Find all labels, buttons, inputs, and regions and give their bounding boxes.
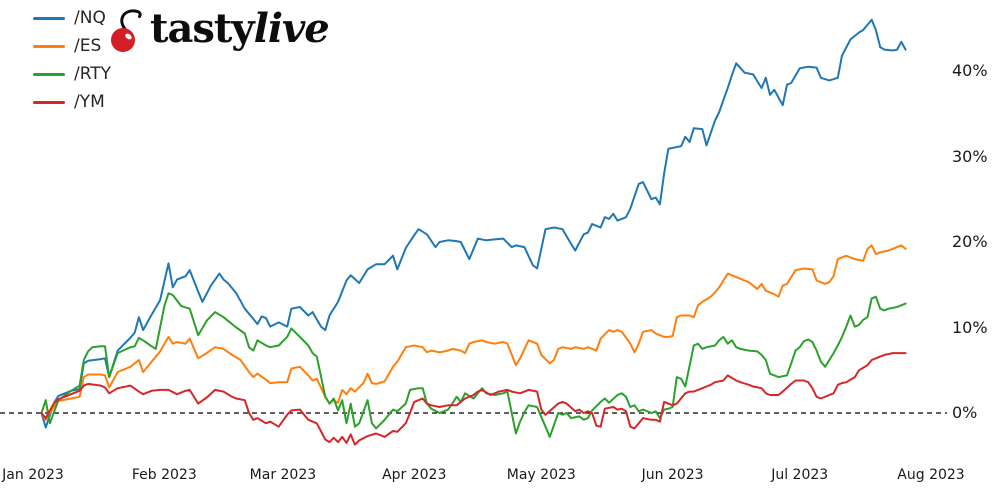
x-tick-label-apr: Apr 2023 (382, 467, 447, 483)
tastylive-logo: tastylive (110, 4, 330, 56)
y-tick-label-10: 10% (952, 317, 988, 337)
y-tick-label-30: 30% (952, 146, 988, 166)
legend-label-nq: /NQ (74, 8, 106, 28)
nq-line-swatch (33, 16, 65, 20)
legend-label-es: /ES (74, 36, 102, 56)
series-line-es (40, 244, 907, 421)
x-tick-label-jul: Jul 2023 (771, 467, 829, 483)
series-line-rty (40, 292, 907, 438)
y-tick-label-0: 0% (952, 403, 978, 422)
logo-text-tasty: tasty (150, 5, 255, 52)
legend-item-rty: /RTY (33, 60, 111, 88)
logo-text-live: live (253, 5, 330, 52)
x-tick-label-may: May 2023 (506, 467, 576, 483)
x-tick-label-aug: Aug 2023 (897, 467, 965, 483)
cherry-icon (111, 9, 142, 52)
legend-item-es: /ES (33, 32, 111, 60)
legend-label-rty: /RTY (74, 64, 112, 84)
logo-wordmark: tastylive (150, 4, 330, 54)
legend-label-ym: /YM (74, 92, 105, 112)
y-tick-label-40: 40% (952, 61, 988, 80)
x-tick-label-feb: Feb 2023 (131, 467, 197, 483)
series-line-ym (40, 352, 907, 446)
x-tick-label-mar: Mar 2023 (249, 467, 317, 483)
x-tick-label-jan: Jan 2023 (2, 467, 64, 483)
series-line-nq (40, 18, 907, 429)
es-line-swatch (33, 44, 65, 48)
legend: /NQ /ES /RTY /YM (33, 4, 111, 116)
rty-line-swatch (33, 72, 65, 76)
legend-item-ym: /YM (33, 88, 111, 116)
ym-line-swatch (33, 100, 65, 104)
x-tick-label-jun: Jun 2023 (641, 467, 704, 483)
y-tick-label-20: 20% (952, 232, 988, 251)
legend-item-nq: /NQ (33, 4, 111, 32)
